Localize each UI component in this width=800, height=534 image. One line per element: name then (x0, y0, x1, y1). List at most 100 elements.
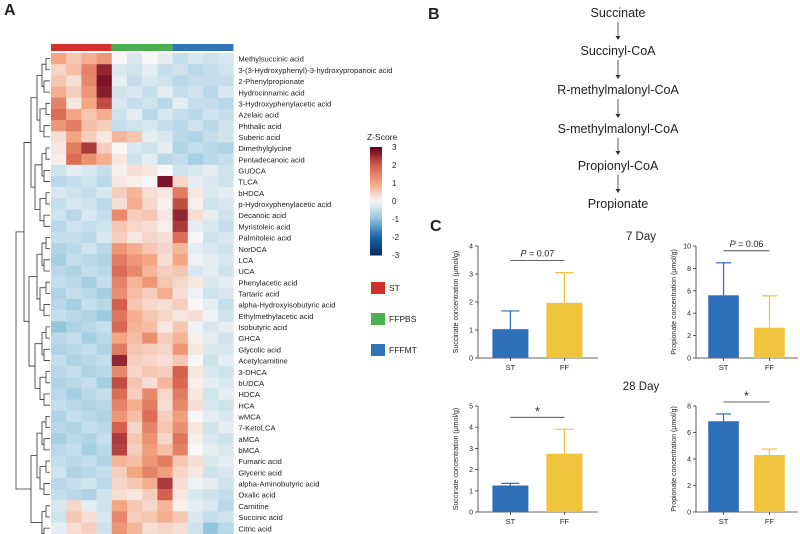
heatmap-cell (111, 220, 128, 233)
row-label: wMCA (237, 412, 261, 421)
dendrogram-branch (43, 214, 50, 227)
heatmap-cell (142, 265, 158, 277)
row-label: Pentadecanoic acid (238, 155, 304, 164)
heatmap-cell (111, 477, 128, 490)
heatmap-cell (96, 444, 113, 456)
heatmap-cell (157, 231, 173, 244)
heatmap-cell (51, 120, 67, 132)
heatmap-cell (203, 310, 219, 322)
row-label: Dimethylglycine (238, 144, 291, 153)
p-symbol: P (521, 249, 527, 259)
row-label: bHDCA (238, 189, 265, 198)
heatmap-cell (187, 75, 204, 87)
heatmap-cell (127, 433, 143, 445)
heatmap-cell (66, 287, 82, 300)
zscore-legend-band (370, 237, 382, 240)
heatmap-cell (187, 321, 204, 333)
heatmap-cell (127, 354, 143, 367)
heatmap-cell (142, 522, 158, 534)
zscore-legend-band (370, 244, 382, 247)
y-tick-label: 4 (687, 311, 691, 318)
zscore-legend-tick: 1 (392, 179, 397, 188)
heatmap-cell (187, 343, 204, 356)
heatmap-cell (81, 86, 97, 99)
heatmap-cell (96, 522, 113, 534)
heatmap-cell (51, 511, 67, 523)
zscore-legend-band (370, 172, 382, 175)
heatmap-cell (172, 243, 189, 255)
y-tick-label: 8 (687, 404, 691, 411)
row-label: Oxalic acid (238, 491, 275, 500)
heatmap-cell (81, 455, 97, 467)
group-legend-label: FFFMT (389, 345, 417, 355)
heatmap-cell (51, 444, 67, 456)
heatmap-cell (96, 187, 113, 199)
zscore-legend-band (370, 238, 382, 242)
heatmap-cell (66, 187, 82, 199)
heatmap-cell (218, 86, 234, 99)
heatmap-cell (111, 142, 128, 154)
heatmap-cell (172, 410, 189, 423)
heatmap-cell (127, 511, 143, 523)
heatmap-cell (66, 466, 82, 479)
heatmap-cell (127, 287, 143, 300)
heatmap-cell (51, 343, 67, 356)
heatmap-cell (81, 298, 97, 311)
heatmap-cell (127, 86, 143, 99)
heatmap-cell (96, 75, 113, 87)
zscore-legend-band (370, 148, 382, 152)
heatmap-cell (172, 187, 189, 199)
zscore-legend-band (370, 231, 382, 234)
heatmap-cell (172, 120, 189, 132)
heatmap-cell (66, 321, 82, 333)
heatmap-cell (81, 97, 97, 110)
row-labels: Methylsuccinic acid 3-(3-Hydroxyphenyl)-3… (237, 55, 392, 534)
p-symbol: P (730, 239, 736, 249)
pathway-arrow-head (615, 36, 621, 40)
heatmap-cell (187, 187, 204, 199)
bar-st (492, 485, 529, 512)
y-axis-label: Succinate concentration (μmol/g) (453, 251, 460, 353)
heatmap-cell (81, 220, 97, 233)
heatmap-cell (51, 332, 67, 344)
heatmap-cell (51, 265, 67, 277)
heatmap-cell (81, 310, 97, 322)
heatmap-cell (187, 120, 204, 132)
zscore-legend-band (370, 235, 382, 238)
heatmap-cell (187, 444, 204, 456)
heatmap-cell (218, 444, 234, 456)
y-tick-label: 0 (469, 510, 473, 517)
y-tick-label: 5 (469, 404, 473, 411)
heatmap-cell (142, 444, 158, 456)
heatmap-cell (66, 354, 82, 367)
heatmap-cell (96, 175, 113, 188)
heatmap-cell (157, 175, 173, 188)
zscore-legend-tick: -2 (392, 233, 400, 242)
y-tick-label: 3 (469, 272, 473, 279)
heatmap-cell (157, 265, 173, 277)
heatmap-cell (51, 522, 67, 534)
heatmap-cell (187, 500, 204, 512)
row-label: HCA (238, 401, 255, 410)
heatmap-cell (218, 511, 234, 523)
heatmap-cell (142, 187, 158, 199)
heatmap-cell (96, 265, 113, 277)
y-axis-label: Succinate concentration (μmol/g) (453, 408, 460, 510)
heatmap-cell (157, 433, 173, 445)
heatmap-cell (218, 164, 234, 177)
heatmap-cell (66, 265, 82, 277)
heatmap-cell (218, 276, 234, 289)
zscore-legend-band (370, 229, 382, 233)
heatmap-cell (51, 86, 67, 99)
row-label: Azelaic acid (238, 111, 279, 120)
pathway-arrow-head (615, 189, 621, 193)
heatmap-cell (203, 243, 219, 255)
heatmap-cell (66, 209, 82, 221)
heatmap-cell (172, 164, 189, 177)
row-label: alpha-Aminobutyric acid (238, 480, 319, 489)
heatmap-cell (142, 321, 158, 333)
heatmap-cell (142, 142, 158, 154)
heatmap-cell (142, 120, 158, 132)
heatmap-cell (157, 466, 173, 479)
zscore-legend-band (370, 177, 382, 180)
